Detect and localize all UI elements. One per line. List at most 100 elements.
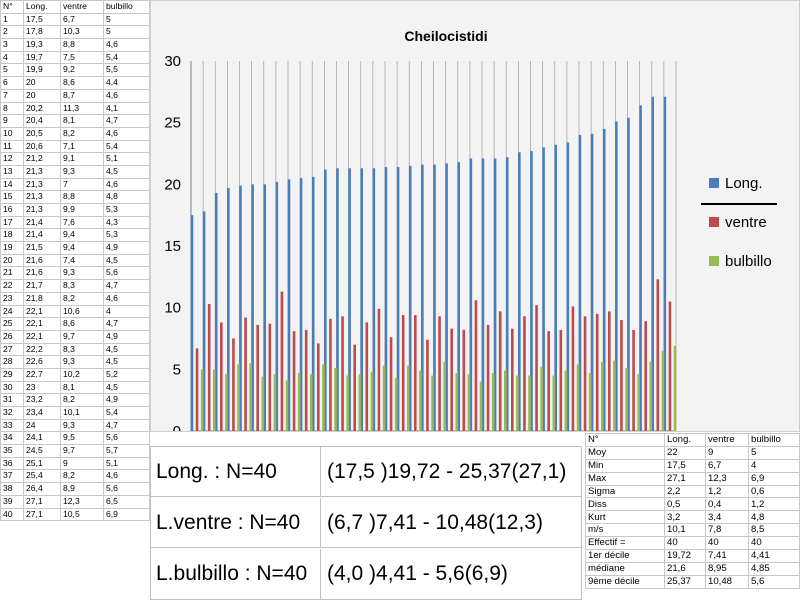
table-cell: 4,5 [103, 355, 150, 369]
table-row: 2 17,8 10,3 5 [0, 25, 150, 40]
table-row: 33 24 9,3 4,7 [0, 418, 150, 433]
bar-bulbillo-25 [491, 373, 495, 431]
table-cell: 14 [0, 177, 24, 192]
bar-long-25 [481, 158, 485, 431]
table-cell: 9 [0, 114, 24, 128]
table-cell: 5,3 [103, 203, 150, 217]
bar-long-33 [578, 135, 582, 431]
table-cell: 20 [0, 253, 24, 268]
bar-long-15 [360, 168, 364, 431]
table-row: 38 26,4 8,9 5,6 [0, 482, 150, 496]
table-cell: 17,5 [23, 12, 61, 27]
y-tick-label: 10 [164, 300, 181, 317]
table-row: 20 21,6 7,4 4,5 [0, 253, 150, 268]
table-cell: 8,7 [60, 88, 104, 103]
table-cell: 4,6 [103, 38, 150, 52]
bar-bulbillo-38 [649, 361, 653, 431]
table-row: 34 24,1 9,5 5,6 [0, 431, 150, 446]
table-row: Diss 0,5 0,4 1,2 [585, 497, 800, 512]
summary-box: Long. : N=40 (17,5 )19,72 - 25,37(27,1) … [150, 446, 582, 600]
bar-ventre-39 [656, 279, 660, 431]
table-cell: 34 [0, 431, 24, 446]
table-cell: 8,9 [60, 482, 104, 496]
bar-bulbillo-31 [564, 370, 568, 431]
bar-bulbillo-33 [588, 373, 592, 431]
table-cell: 25,37 [664, 574, 706, 589]
table-row: 39 27,1 12,3 6,5 [0, 494, 150, 509]
table-row: 30 23 8,1 4,5 [0, 380, 150, 395]
table-cell: 4,5 [103, 253, 150, 268]
bar-bulbillo-37 [637, 374, 640, 431]
summary-row-bulbillo: L.bulbillo : N=40 (4,0 )4,41 - 5,6(6,9) [151, 549, 581, 599]
bar-ventre-33 [583, 316, 587, 431]
table-row: 22 21,7 8,3 4,7 [0, 279, 150, 293]
table-cell: 6,5 [103, 494, 150, 509]
bar-ventre-5 [244, 317, 247, 431]
y-tick-label: 5 [173, 361, 181, 378]
table-cell: 5,7 [103, 444, 150, 458]
table-row: 16 21,3 9,9 5,3 [0, 203, 150, 217]
bar-ventre-1 [195, 348, 199, 431]
table-row: Sigma 2,2 1,2 0,6 [585, 484, 800, 499]
bar-ventre-21 [438, 316, 441, 431]
column-header: ventre [705, 433, 749, 447]
table-row: 9 20,4 8,1 4,7 [0, 114, 150, 128]
bar-ventre-34 [595, 313, 599, 431]
table-cell: 24,1 [23, 431, 61, 446]
table-row: 18 21,4 9,4 5,3 [0, 228, 150, 243]
table-cell: 8,3 [60, 279, 104, 293]
summary-label: Long. : N=40 [156, 447, 321, 497]
table-cell: 8,1 [60, 380, 104, 395]
legend-label: bulbillo [725, 253, 772, 270]
table-cell: 5,2 [103, 367, 150, 382]
table-cell: 18 [0, 228, 24, 243]
table-row: 4 19,7 7,5 5,4 [0, 50, 150, 65]
table-cell: 9,3 [60, 355, 104, 369]
bar-ventre-29 [535, 305, 538, 431]
bar-bulbillo-17 [394, 377, 398, 431]
bar-bulbillo-23 [467, 374, 471, 431]
table-cell: 21,6 [23, 266, 61, 281]
table-cell: 4 [0, 50, 24, 65]
table-cell: 20,5 [23, 126, 61, 141]
table-cell: 19,9 [23, 63, 61, 78]
stats-table-body: Moy 22 9 5 Min 17,5 6,7 4 Max 27,1 12,3 6,9 Sigma 2,2… [585, 445, 800, 589]
table-cell: 25 [0, 317, 24, 331]
table-cell: 9,4 [60, 228, 104, 243]
bar-ventre-32 [571, 306, 575, 431]
table-cell: 37 [0, 469, 24, 484]
y-tick-label: 0 [173, 423, 181, 431]
table-cell: 4,6 [103, 126, 150, 141]
bar-ventre-6 [256, 324, 259, 431]
bar-long-27 [505, 157, 509, 431]
table-cell: 22,7 [23, 367, 61, 382]
table-cell: 7,8 [705, 523, 749, 538]
table-cell: médiane [585, 561, 665, 576]
table-cell: 27,1 [664, 471, 706, 486]
bar-bulbillo-15 [370, 371, 374, 431]
bar-ventre-30 [547, 331, 550, 431]
table-cell: 1 [0, 12, 24, 27]
table-cell: 29 [0, 367, 24, 382]
bar-long-5 [239, 185, 242, 431]
bar-bulbillo-29 [540, 366, 543, 431]
data-table-body: 1 17,5 6,7 5 2 17,8 10,3 5 3 19,3 8,8 4,6 4 19,7 7,5 5,… [0, 12, 150, 522]
column-header: N° [0, 0, 24, 14]
y-tick-label: 20 [164, 176, 181, 193]
table-cell: 4,8 [103, 190, 150, 204]
table-row: Moy 22 9 5 [585, 445, 800, 460]
y-tick-label: 15 [164, 238, 181, 255]
table-cell: 7,4 [60, 253, 104, 268]
summary-row-ventre: L.ventre : N=40 (6,7 )7,41 - 10,48(12,3) [151, 498, 581, 548]
table-cell: 5,3 [103, 228, 150, 243]
table-cell: 17,8 [23, 25, 61, 40]
chart-title: Cheilocistidi [404, 28, 487, 44]
table-cell: 9,3 [60, 266, 104, 281]
table-cell: 10,6 [60, 304, 104, 319]
table-row: 11 20,6 7,1 5,4 [0, 139, 150, 154]
table-cell: 5 [103, 25, 150, 40]
bar-bulbillo-2 [212, 369, 216, 431]
table-cell: 7,1 [60, 139, 104, 154]
bar-long-28 [518, 152, 521, 431]
table-cell: 9,4 [60, 241, 104, 255]
